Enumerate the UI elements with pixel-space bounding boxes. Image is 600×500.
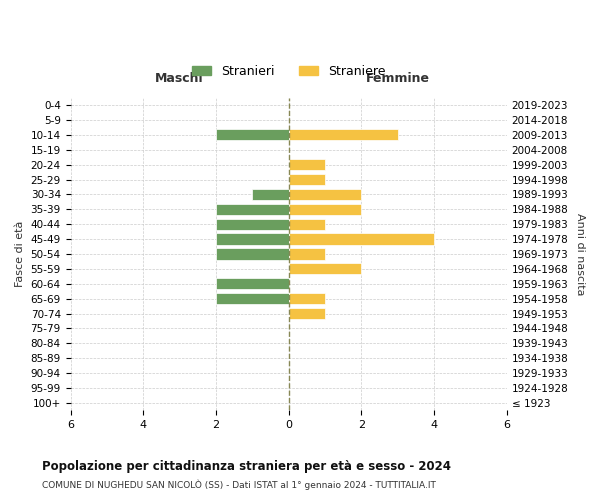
Legend: Stranieri, Straniere: Stranieri, Straniere — [187, 60, 391, 83]
Bar — [289, 248, 325, 260]
Bar — [289, 264, 361, 274]
Bar — [216, 130, 289, 140]
Bar — [289, 189, 361, 200]
Text: Maschi: Maschi — [155, 72, 204, 85]
Bar — [289, 174, 325, 185]
Bar — [289, 159, 325, 170]
Bar — [216, 204, 289, 215]
Bar — [216, 293, 289, 304]
Bar — [216, 234, 289, 244]
Bar — [216, 248, 289, 260]
Y-axis label: Anni di nascita: Anni di nascita — [575, 212, 585, 295]
Bar — [289, 293, 325, 304]
Bar — [289, 130, 398, 140]
Y-axis label: Fasce di età: Fasce di età — [15, 221, 25, 287]
Bar — [289, 204, 361, 215]
Bar — [289, 308, 325, 319]
Bar — [289, 218, 325, 230]
Text: Femmine: Femmine — [365, 72, 430, 85]
Bar — [289, 234, 434, 244]
Bar — [216, 278, 289, 289]
Bar — [252, 189, 289, 200]
Bar — [216, 218, 289, 230]
Text: COMUNE DI NUGHEDU SAN NICOLÒ (SS) - Dati ISTAT al 1° gennaio 2024 - TUTTITALIA.I: COMUNE DI NUGHEDU SAN NICOLÒ (SS) - Dati… — [42, 480, 436, 490]
Text: Popolazione per cittadinanza straniera per età e sesso - 2024: Popolazione per cittadinanza straniera p… — [42, 460, 451, 473]
